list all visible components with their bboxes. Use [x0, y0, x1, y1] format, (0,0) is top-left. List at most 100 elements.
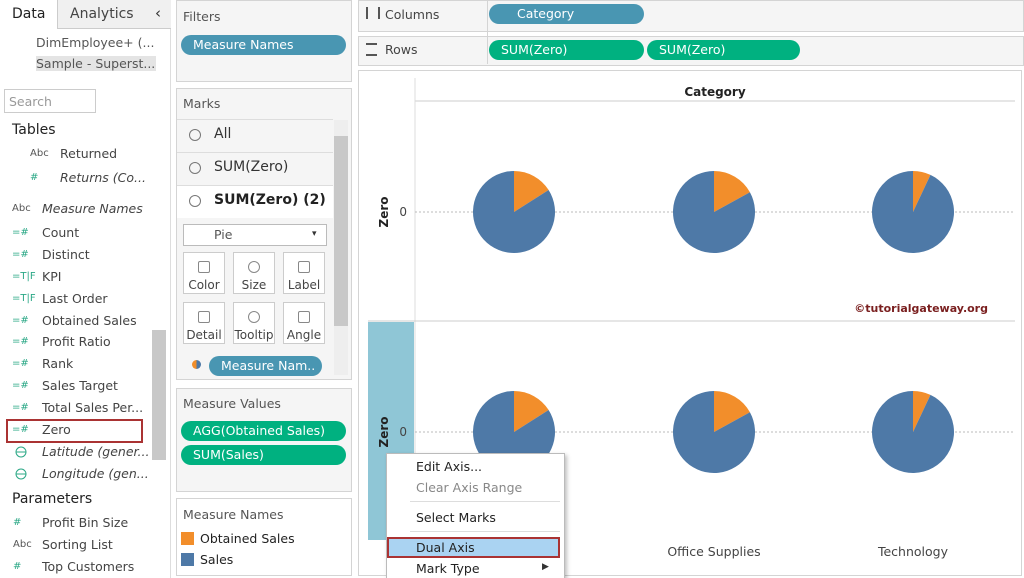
field-icon: =# — [12, 336, 29, 347]
layer-icon — [189, 129, 201, 141]
mark-button-icon — [198, 261, 210, 273]
value-pill[interactable]: AGG(Obtained Sales) — [181, 421, 346, 441]
param-icon: # — [13, 517, 22, 528]
pie-slice — [913, 391, 931, 432]
menu-separator — [410, 501, 560, 502]
mark-button-label: Tooltip — [234, 328, 274, 342]
mark-pill[interactable]: Measure Nam.. — [209, 356, 322, 376]
mark-button[interactable] — [233, 302, 275, 344]
divider — [487, 0, 488, 64]
collapse[interactable]: ‹ — [155, 4, 161, 22]
mark-button[interactable] — [183, 302, 225, 344]
field-icon: # — [30, 172, 39, 183]
field-icon: =# — [12, 402, 29, 413]
mark-layer[interactable]: SUM(Zero) — [214, 159, 289, 175]
pie-slice — [913, 171, 931, 212]
shelf-icon — [366, 7, 380, 19]
pie-slice — [714, 171, 750, 212]
parameter[interactable]: Profit Bin Size — [42, 515, 129, 530]
color-dot — [192, 360, 201, 369]
data-source[interactable]: DimEmployee+ (... — [36, 35, 155, 50]
layer-row — [177, 185, 333, 218]
search[interactable]: Search — [9, 94, 52, 109]
menu-separator — [410, 531, 560, 532]
pie-slice — [472, 391, 555, 473]
mark-button-label: Size — [241, 278, 267, 292]
search-box[interactable] — [4, 89, 96, 113]
field[interactable]: Total Sales Per... — [42, 400, 144, 415]
parameter[interactable]: Sorting List — [42, 537, 113, 552]
parameter[interactable]: Top Customers — [42, 559, 135, 574]
layer-icon — [189, 162, 201, 174]
mark-button-label: Color — [188, 278, 220, 292]
field[interactable]: Count — [42, 225, 80, 240]
field[interactable]: Profit Ratio — [42, 334, 111, 349]
pie-slice — [714, 391, 750, 432]
field-icon: Abc — [30, 148, 49, 159]
axis-tick-label: 0 — [399, 205, 407, 219]
layer-icon — [189, 195, 201, 207]
menu-item[interactable]: Dual Axis — [416, 540, 475, 555]
field[interactable]: Returns (Co... — [60, 170, 146, 185]
mark-type-box[interactable] — [183, 224, 327, 246]
mark-button[interactable] — [283, 302, 325, 344]
legend-card — [176, 498, 352, 576]
mark-button[interactable] — [283, 252, 325, 294]
field[interactable]: Measure Names — [42, 201, 143, 216]
tab[interactable]: Data — [12, 6, 46, 22]
menu-item[interactable]: Mark Type — [416, 561, 480, 576]
scrollbar — [334, 136, 348, 326]
value-pill[interactable]: SUM(Sales) — [181, 445, 346, 465]
field[interactable]: Sales Target — [42, 378, 118, 393]
menu-item[interactable]: Select Marks — [416, 510, 496, 525]
pie-slice — [514, 171, 549, 212]
category-label: Office Supplies — [667, 544, 760, 559]
column-pill[interactable]: Category — [489, 4, 644, 24]
tab-bg — [57, 0, 171, 29]
card-title: Measure Values — [183, 396, 281, 411]
pie-slice — [673, 391, 756, 473]
field[interactable]: Latitude (gener... — [42, 444, 150, 459]
mark-type: Pie — [214, 227, 233, 242]
mark-button[interactable] — [233, 252, 275, 294]
filter-pill[interactable]: Measure Names — [181, 35, 346, 55]
legend-item[interactable]: Sales — [200, 552, 234, 567]
field[interactable]: Zero — [42, 422, 71, 437]
field[interactable]: Distinct — [42, 247, 90, 262]
axis-tick-label: 0 — [399, 425, 407, 439]
row-pill[interactable]: SUM(Zero) — [489, 40, 644, 60]
data-pane — [0, 0, 171, 578]
tab[interactable]: Analytics — [70, 6, 134, 22]
mark-button-label: Label — [287, 278, 321, 292]
data-source[interactable]: Sample - Superst... — [36, 56, 156, 71]
mark-button-icon — [298, 311, 310, 323]
mark-button[interactable] — [183, 252, 225, 294]
mark-button-label: Detail — [186, 328, 222, 342]
param-icon: Abc — [13, 539, 32, 550]
field[interactable]: KPI — [42, 269, 62, 284]
field-icon: =# — [12, 358, 29, 369]
field[interactable]: Last Order — [42, 291, 108, 306]
field-icon: =# — [12, 380, 29, 391]
menu-item[interactable]: Clear Axis Range — [416, 480, 523, 495]
tab-bg — [0, 0, 57, 30]
field[interactable]: Rank — [42, 356, 74, 371]
columns-shelf — [358, 0, 1024, 32]
shelf-label: Columns — [385, 7, 440, 22]
mark-layer[interactable]: All — [214, 126, 232, 142]
mark-layer[interactable]: SUM(Zero) (2) — [214, 192, 326, 208]
shelf-icon — [366, 43, 377, 56]
geo-icon — [15, 446, 27, 458]
mark-button-label: Angle — [286, 328, 322, 342]
row-pill[interactable]: SUM(Zero) — [647, 40, 800, 60]
menu-item[interactable]: Edit Axis... — [416, 459, 483, 474]
legend-item[interactable]: Obtained Sales — [200, 531, 295, 546]
field[interactable]: Obtained Sales — [42, 313, 137, 328]
pie-slice — [514, 391, 549, 432]
scrollbar — [152, 330, 166, 460]
field[interactable]: Longitude (gen... — [42, 466, 149, 481]
field[interactable]: Returned — [60, 146, 118, 161]
mark-button-icon — [248, 261, 260, 273]
